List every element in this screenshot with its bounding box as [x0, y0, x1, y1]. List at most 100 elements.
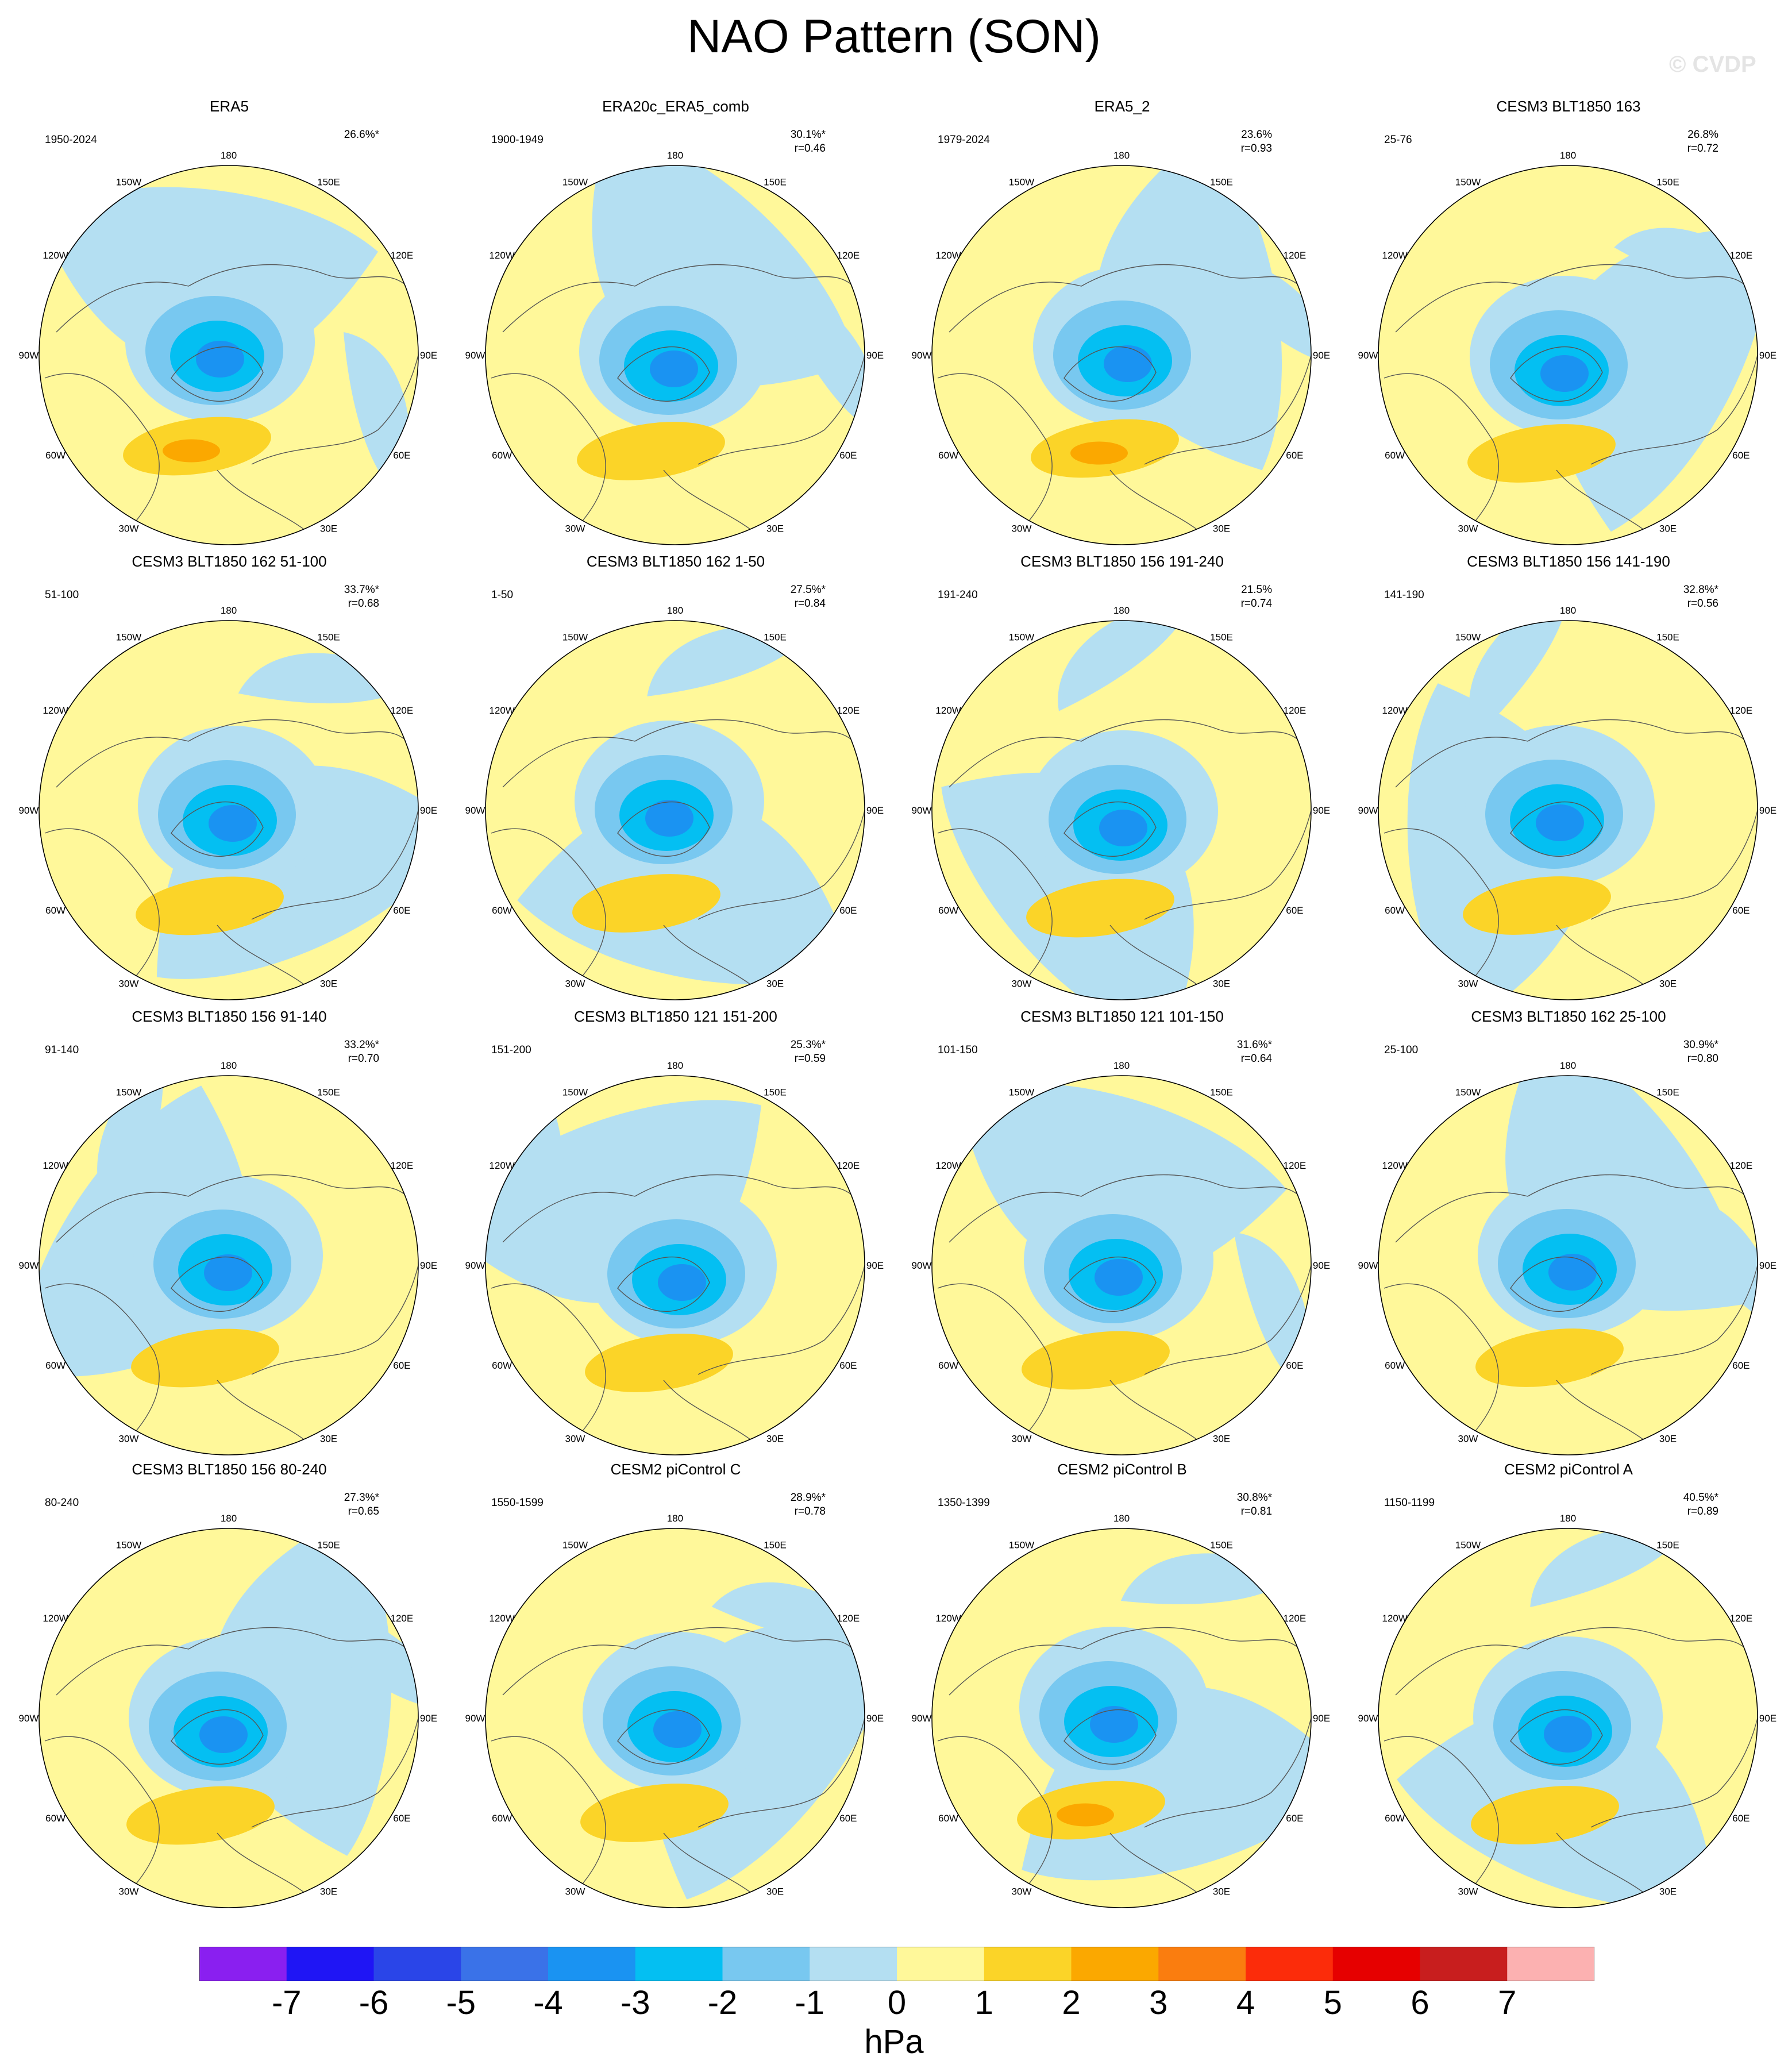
longitude-label: 150E	[1656, 177, 1679, 188]
longitude-label: 90W	[465, 805, 485, 816]
longitude-label: 60E	[393, 1813, 410, 1824]
longitude-label: 120W	[43, 250, 68, 261]
longitude-label: 30E	[320, 1886, 337, 1897]
cvdp-watermark: © CVDP	[1669, 52, 1756, 77]
longitude-label: 60E	[393, 450, 410, 461]
longitude-label: 60W	[492, 905, 512, 916]
longitude-label: 0	[1565, 1005, 1570, 1006]
longitude-label: 30E	[320, 1433, 337, 1444]
longitude-label: 120E	[1730, 1160, 1753, 1171]
longitude-label: 150W	[1455, 1540, 1481, 1551]
panel-stats: 33.2%* r=0.70	[344, 1038, 379, 1066]
longitude-label: 60E	[393, 1360, 410, 1371]
colorbar-tick-label: 5	[1323, 1984, 1342, 2021]
longitude-label: 150E	[317, 1540, 340, 1551]
map-border	[38, 165, 419, 545]
panel-stats: 28.9%* r=0.78	[791, 1491, 826, 1519]
longitude-label: 60E	[839, 450, 857, 461]
coastlines	[491, 1174, 865, 1450]
longitude-label: 120W	[489, 1613, 514, 1624]
longitude-label: 150E	[317, 177, 340, 188]
colorbar-bin	[1507, 1947, 1594, 1981]
polar-map: 180150E120E90E60E30E030W60W90W120W150W	[465, 150, 884, 550]
longitude-label: 30W	[1458, 1886, 1478, 1897]
longitude-label: 60E	[1732, 905, 1750, 916]
longitude-label: 120W	[935, 1613, 961, 1624]
longitude-label: 0	[672, 1005, 677, 1006]
longitude-label: 120W	[935, 250, 961, 261]
colorbar-tick-label: 6	[1411, 1984, 1429, 2021]
low-contour-4	[1536, 804, 1584, 841]
negative-anomaly-region	[1614, 228, 1758, 298]
colorbar-bin	[897, 1947, 985, 1981]
colorbar-bin	[722, 1947, 810, 1981]
low-contour-4	[1104, 345, 1152, 382]
polar-map: 180150E120E90E60E30E030W60W90W120W150W	[1358, 150, 1777, 550]
polar-map: 180150E120E90E60E30E030W60W90W120W150W	[912, 1513, 1331, 1913]
polar-map: 180150E120E90E60E30E030W60W90W120W150W	[19, 1513, 438, 1913]
explained-variance: 26.8%	[1687, 129, 1718, 141]
coastlines	[1384, 1627, 1758, 1902]
low-contour-4	[209, 805, 257, 842]
panel-stats: 30.9%* r=0.80	[1683, 1038, 1718, 1066]
longitude-label: 120E	[837, 705, 860, 716]
panel-title: CESM2 piControl B	[1057, 1461, 1187, 1478]
map-panel: CESM3 BLT1850 156 80-240 80-240 27.3%* r=0.…	[6, 1459, 453, 1913]
panel-title: CESM3 BLT1850 162 25-100	[1471, 1008, 1666, 1025]
longitude-label: 150W	[1009, 1540, 1034, 1551]
panel-stats: 27.5%* r=0.84	[791, 583, 826, 611]
longitude-label: 90W	[465, 1713, 485, 1724]
panel-title: CESM3 BLT1850 162 51-100	[132, 553, 327, 570]
panel-title: CESM3 BLT1850 121 151-200	[574, 1008, 777, 1025]
colorbar-tick-label: 3	[1149, 1984, 1168, 2021]
explained-variance: 30.8%*	[1236, 1492, 1272, 1504]
pattern-correlation: r=0.56	[1687, 598, 1718, 610]
high-contour-1	[131, 1328, 279, 1388]
longitude-label: 30E	[766, 1886, 784, 1897]
colorbar-tick-label: 4	[1236, 1984, 1255, 2021]
negative-anomaly-region	[776, 296, 865, 437]
pattern-correlation: r=0.80	[1687, 1053, 1718, 1065]
high-contour-1	[1475, 1328, 1624, 1387]
longitude-label: 60E	[839, 1813, 857, 1824]
pattern-correlation: r=0.72	[1687, 143, 1718, 155]
colorbar-units: hPa	[864, 2023, 924, 2061]
panel-stats: 33.7%* r=0.68	[344, 583, 379, 611]
panel-title: CESM3 BLT1850 156 141-190	[1467, 553, 1670, 570]
colorbar-bin	[1332, 1947, 1420, 1981]
panel-title: CESM2 piControl C	[610, 1461, 741, 1478]
longitude-label: 120E	[391, 1160, 414, 1171]
explained-variance: 25.3%*	[790, 1039, 826, 1051]
longitude-label: 60W	[45, 450, 65, 461]
colorbar-tick-label: 2	[1062, 1984, 1081, 2021]
longitude-label: 90W	[912, 1713, 932, 1724]
map-panel: ERA5_2 1979-2024 23.6% r=0.93 180 150E 120E 90E…	[899, 97, 1346, 550]
colorbar-bin	[1420, 1947, 1508, 1981]
explained-variance: 40.5%*	[1683, 1492, 1718, 1504]
longitude-label: 60W	[938, 1360, 958, 1371]
panel-years: 1-50	[491, 589, 514, 601]
colorbar-tick-label: 0	[887, 1984, 907, 2021]
map-border	[1378, 1075, 1758, 1455]
longitude-label: 150E	[764, 1540, 787, 1551]
low-contour-4	[650, 351, 698, 387]
longitude-label: 120W	[1382, 705, 1407, 716]
longitude-label: 120W	[489, 1160, 514, 1171]
explained-variance: 21.5%	[1241, 584, 1272, 596]
longitude-label: 30E	[320, 523, 337, 534]
longitude-label: 60E	[1286, 1360, 1303, 1371]
coastlines	[937, 1174, 1311, 1450]
longitude-label: 150W	[116, 177, 141, 188]
longitude-label: 150E	[1656, 632, 1679, 643]
longitude-label: 30E	[1213, 978, 1230, 989]
longitude-label: 30W	[1458, 978, 1478, 989]
panel-title: ERA5_2	[1094, 98, 1150, 115]
colorbar-tick-label: -5	[446, 1984, 476, 2021]
longitude-label: 60E	[839, 1360, 857, 1371]
longitude-label: 120E	[1284, 1160, 1307, 1171]
longitude-label: 60W	[1385, 1813, 1405, 1824]
panel-years: 1979-2024	[938, 134, 990, 146]
colorbar-bin	[984, 1947, 1072, 1981]
negative-anomaly-region	[97, 1076, 163, 1224]
colorbar-tick-label: 7	[1498, 1984, 1517, 2021]
